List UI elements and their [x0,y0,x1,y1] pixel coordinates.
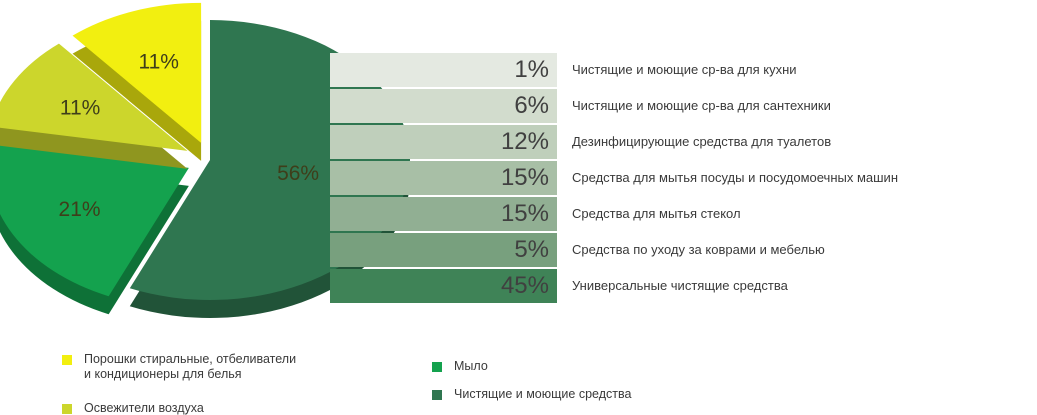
breakdown-value-label: 15% [500,200,549,227]
breakdown-row: 45% Универсальные чистящие средства [330,269,1037,303]
legend-label: Порошки стиральные, отбеливатели и конди… [84,352,297,381]
breakdown-category-label: Чистящие и моющие ср-ва для сантехники [572,98,831,113]
breakdown-value-label: 6% [514,92,549,119]
breakdown-value-label: 15% [500,164,549,191]
breakdown-bar: 6% [330,89,557,123]
breakdown-value-label: 45% [500,272,549,299]
breakdown-row: 12% Дезинфицирующие средства для туалетов [330,125,1037,159]
breakdown-row: 1% Чистящие и моющие ср-ва для кухни [330,53,1037,87]
breakdown-bar: 45% [330,269,557,303]
breakdown-row: 15% Средства для мытья посуды и посудомое… [330,161,1037,195]
breakdown-bar: 15% [330,197,557,231]
breakdown-category-label: Универсальные чистящие средства [572,278,788,293]
pie-data-label: 11% [138,50,178,73]
legend-swatch [432,362,442,372]
breakdown-bar: 5% [330,233,557,267]
legend-swatch [432,390,442,400]
breakdown-value-label: 1% [514,56,549,83]
breakdown-row: 6% Чистящие и моющие ср-ва для сантехники [330,89,1037,123]
breakdown-value-label: 12% [500,128,549,155]
breakdown-value-label: 5% [514,236,549,263]
breakdown-category-label: Чистящие и моющие ср-ва для кухни [572,62,797,77]
breakdown-category-label: Средства по уходу за коврами и мебелью [572,242,825,257]
pie-slice [0,43,188,151]
breakdown-row: 15% Средства для мытья стекол [330,197,1037,231]
legend: Порошки стиральные, отбеливатели и конди… [62,352,762,415]
legend-label: Освежители воздуха [84,401,204,415]
legend-label: Чистящие и моющие средства [454,387,632,401]
pie-data-label: 56% [277,162,319,185]
breakdown-bar: 1% [330,53,557,87]
breakdown-category-label: Дезинфицирующие средства для туалетов [572,134,832,149]
breakdown-category-label: Средства для мытья стекол [572,206,741,221]
pie-slice [0,144,189,297]
breakdown-bar: 12% [330,125,557,159]
breakdown-bars: 1% Чистящие и моющие ср-ва для кухни 6% Чис… [330,53,1037,305]
breakdown-bar: 15% [330,161,557,195]
pie-data-label: 11% [60,97,100,120]
legend-label: Мыло [454,359,488,373]
pie-slice [72,2,202,143]
legend-swatch [62,404,72,414]
legend-swatch [62,355,72,365]
pie-data-label: 21% [59,198,101,221]
breakdown-category-label: Средства для мытья посуды и посудомоечны… [572,170,899,185]
breakdown-row: 5% Средства по уходу за коврами и мебелью [330,233,1037,267]
